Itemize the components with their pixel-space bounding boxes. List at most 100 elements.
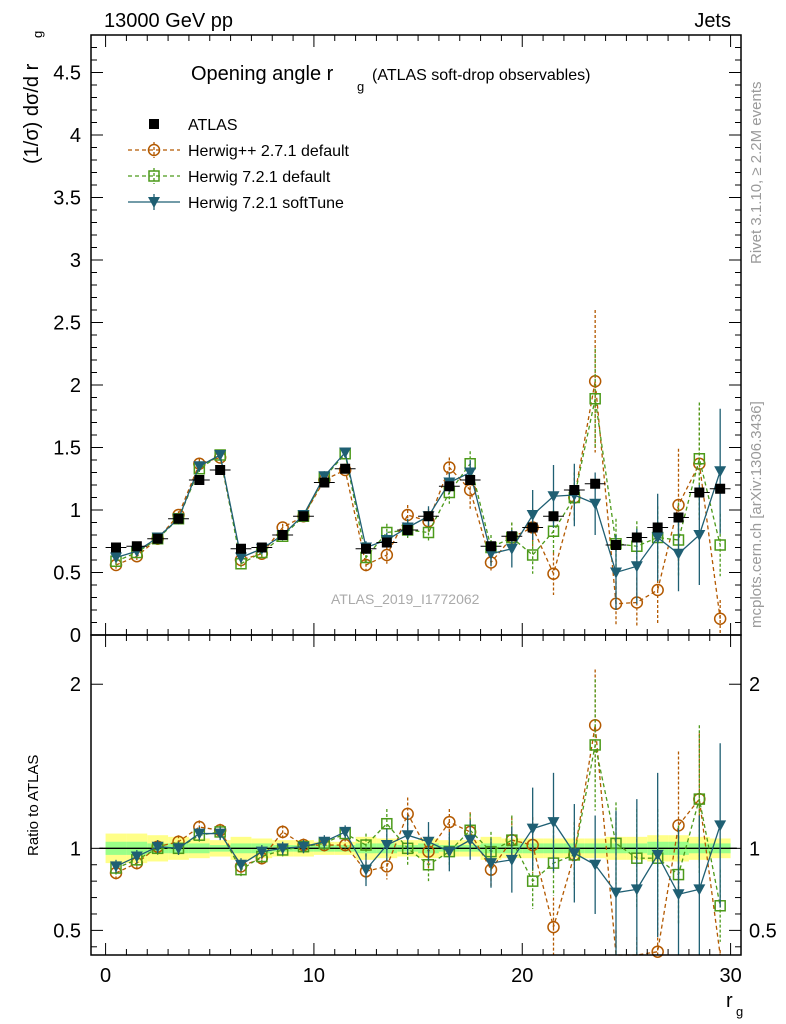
analysis-watermark: ATLAS_2019_I1772062 <box>331 591 480 607</box>
atlas-point <box>256 542 267 553</box>
ratio-y-tick-label-right: 1 <box>749 838 760 860</box>
x-tick-label: 30 <box>719 965 741 987</box>
legend-marker <box>148 197 160 208</box>
ratio-point <box>714 820 727 832</box>
main-ylabel-sub: g <box>30 31 45 38</box>
x-tick-label: 10 <box>303 965 325 987</box>
atlas-point <box>277 530 288 540</box>
ratio-point <box>526 823 539 835</box>
atlas-point <box>215 465 226 475</box>
atlas-point <box>340 463 351 474</box>
series-line <box>115 381 721 619</box>
atlas-point <box>673 512 684 523</box>
atlas-point <box>465 475 476 485</box>
ratio-point <box>485 858 497 870</box>
atlas-point <box>486 541 496 552</box>
ratio-point <box>589 859 602 871</box>
y-tick-label: 4 <box>70 125 81 147</box>
atlas-point <box>402 525 413 535</box>
atlas-point <box>527 522 538 533</box>
legend: ATLAS Herwig++ 2.7.1 default Herwig 7.2.1 … <box>128 117 350 212</box>
data-point <box>547 491 560 503</box>
data-point <box>380 548 394 562</box>
y-tick-label: 4.5 <box>53 63 81 85</box>
ratio-point <box>672 889 685 901</box>
y-tick-label: 3.5 <box>53 188 81 210</box>
data-point <box>651 583 664 597</box>
xlabel-sub: g <box>736 1004 743 1019</box>
atlas-point <box>423 511 434 522</box>
legend-item: ATLAS <box>149 117 238 134</box>
ratio-point <box>464 835 477 847</box>
atlas-point <box>111 542 121 553</box>
legend-item: Herwig 7.2.1 default <box>128 168 331 186</box>
data-point <box>526 549 539 561</box>
data-point <box>339 447 352 459</box>
atlas-data <box>105 463 731 554</box>
atlas-point <box>444 481 455 492</box>
ratio-point <box>297 841 310 853</box>
ratio-point <box>651 945 664 958</box>
atlas-point <box>506 531 517 542</box>
title-extra: (ATLAS soft-drop observables) <box>372 67 590 84</box>
ratio-point <box>422 836 435 848</box>
data-point <box>547 567 560 580</box>
data-point <box>714 539 726 551</box>
series-line <box>115 398 721 565</box>
series-main-2 <box>110 408 727 610</box>
ratio-point <box>401 830 414 842</box>
ratio-point <box>172 843 185 855</box>
data-point <box>589 393 601 405</box>
atlas-point <box>381 537 392 548</box>
data-point <box>422 526 435 539</box>
ratio-point <box>526 875 539 887</box>
x-tick-label: 0 <box>100 965 111 987</box>
atlas-point <box>361 543 371 554</box>
ratio-point <box>151 841 164 853</box>
ratio-y-tick-label: 0.5 <box>53 920 81 942</box>
data-point <box>651 532 664 544</box>
ratio-point <box>547 920 560 934</box>
atlas-point <box>694 487 705 498</box>
atlas-point <box>569 485 580 495</box>
data-point <box>193 461 206 473</box>
atlas-point <box>548 511 559 522</box>
data-point <box>713 612 727 625</box>
data-point <box>110 552 122 564</box>
ratio-point <box>318 836 331 848</box>
data-point <box>505 543 518 555</box>
series-ratio-2 <box>110 743 727 955</box>
ratio-point <box>380 840 393 852</box>
legend-label: Herwig++ 2.7.1 default <box>188 143 350 160</box>
main-ylabel: (1/σ) dσ/d r g <box>21 31 45 164</box>
ratio-point <box>193 828 206 840</box>
ratio-point <box>693 884 706 896</box>
data-point <box>693 530 706 541</box>
data-point <box>318 471 331 483</box>
ratio-panel <box>109 669 727 958</box>
main-ylabel-text: (1/σ) dσ/d r <box>21 63 43 164</box>
ratio-point <box>568 848 581 860</box>
ratio-y-tick-label: 2 <box>70 674 81 696</box>
ratio-point <box>443 815 456 829</box>
atlas-point <box>236 543 246 554</box>
rivet-label: Rivet 3.1.10, ≥ 2.2M events <box>748 82 765 265</box>
ratio-point <box>630 884 643 896</box>
y-tick-label: 2.5 <box>53 313 81 335</box>
atlas-point <box>152 533 163 544</box>
y-tick-label: 1 <box>70 500 81 522</box>
legend-marker <box>148 170 160 182</box>
data-point <box>526 510 539 521</box>
ratio-y-tick-label-right: 0.5 <box>749 920 777 942</box>
main-panel <box>105 310 731 635</box>
ratio-point <box>610 887 622 899</box>
ratio-point <box>589 739 601 751</box>
series-ratio-1 <box>110 679 726 942</box>
series-line <box>115 451 721 574</box>
ratio-point <box>255 846 268 858</box>
data-point <box>672 548 685 560</box>
data-point <box>214 450 227 461</box>
x-tick-label: 20 <box>511 965 533 987</box>
series-main-0 <box>109 310 727 635</box>
